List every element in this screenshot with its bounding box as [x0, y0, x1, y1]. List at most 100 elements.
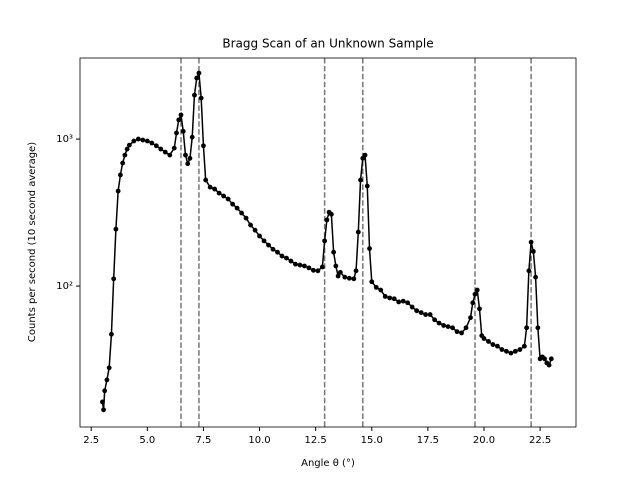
- data-point: [302, 263, 307, 269]
- data-point: [196, 70, 202, 76]
- data-point: [270, 246, 276, 252]
- data-point: [324, 217, 330, 223]
- data-point: [201, 143, 206, 149]
- data-point: [288, 258, 294, 264]
- data-point: [234, 205, 240, 211]
- data-point: [167, 152, 173, 158]
- data-point: [207, 184, 213, 190]
- data-point: [203, 177, 209, 183]
- data-point: [239, 210, 244, 216]
- data-point: [445, 324, 451, 330]
- data-point: [102, 388, 108, 394]
- data-point: [367, 246, 372, 251]
- data-point: [100, 399, 105, 405]
- data-point: [261, 238, 267, 244]
- data-point: [120, 160, 126, 166]
- data-point: [337, 269, 343, 275]
- data-point: [140, 137, 146, 143]
- data-point: [414, 308, 420, 314]
- data-point: [499, 347, 505, 352]
- data-point: [315, 268, 321, 274]
- data-point: [104, 377, 110, 383]
- data-point: [144, 138, 150, 144]
- data-point: [490, 342, 496, 347]
- data-point: [122, 152, 128, 158]
- data-point: [486, 339, 491, 344]
- data-point: [472, 291, 478, 297]
- data-point: [542, 356, 547, 362]
- data-point: [396, 299, 402, 305]
- data-point: [351, 276, 357, 282]
- data-point: [192, 92, 197, 98]
- data-point: [225, 196, 231, 202]
- data-point: [535, 325, 541, 331]
- data-point: [481, 336, 487, 341]
- data-point: [441, 323, 446, 328]
- data-point: [126, 142, 132, 148]
- data-point: [364, 183, 370, 189]
- plot-frame: [79, 57, 577, 428]
- data-point: [333, 263, 339, 269]
- data-point: [362, 152, 368, 158]
- data-point: [113, 226, 119, 232]
- data-point: [470, 300, 476, 306]
- data-point: [548, 356, 554, 362]
- data-point: [266, 242, 271, 248]
- data-point: [427, 312, 433, 317]
- y-axis-label: Counts per second (10 second average): [27, 142, 38, 342]
- data-point: [106, 365, 112, 371]
- data-point: [284, 255, 289, 261]
- data-point: [517, 347, 523, 352]
- data-point: [328, 211, 334, 217]
- data-point: [171, 145, 177, 151]
- y-tick-label: 10³: [56, 134, 73, 145]
- data-point: [463, 325, 469, 331]
- data-point: [391, 296, 397, 302]
- data-point: [530, 249, 536, 254]
- x-tick-label: 12.5: [305, 435, 327, 446]
- data-point: [521, 343, 527, 349]
- data-point: [178, 112, 184, 118]
- data-point: [180, 128, 186, 134]
- data-point: [546, 362, 552, 368]
- data-point: [109, 331, 114, 337]
- x-tick-label: 2.5: [83, 435, 99, 446]
- data-point: [418, 310, 424, 316]
- x-tick-label: 20.0: [473, 435, 495, 446]
- data-point: [230, 201, 236, 207]
- data-point: [252, 227, 258, 233]
- y-tick-label: 10²: [56, 281, 73, 292]
- data-point: [212, 186, 218, 192]
- data-point: [275, 249, 280, 255]
- x-tick-label: 10.0: [248, 435, 270, 446]
- data-point: [526, 268, 532, 274]
- data-point: [174, 130, 179, 136]
- data-point: [189, 134, 195, 140]
- data-point: [131, 138, 137, 144]
- x-tick-label: 15.0: [361, 435, 383, 446]
- x-tick-label: 7.5: [195, 435, 211, 446]
- data-point: [162, 149, 168, 155]
- data-point: [248, 222, 253, 228]
- x-tick-label: 17.5: [417, 435, 439, 446]
- data-point: [495, 343, 500, 349]
- data-point: [423, 312, 429, 317]
- x-tick-label: 22.5: [529, 435, 551, 446]
- data-point: [508, 350, 514, 356]
- data-point: [382, 294, 388, 299]
- data-point: [115, 188, 121, 194]
- data-point: [331, 249, 337, 255]
- data-point: [124, 146, 130, 152]
- data-point: [221, 193, 227, 199]
- data-point: [311, 267, 316, 273]
- data-point: [319, 264, 325, 270]
- data-point: [369, 279, 375, 285]
- data-point: [149, 140, 155, 146]
- x-tick-label: 5.0: [139, 435, 155, 446]
- data-point: [477, 306, 482, 312]
- data-point: [279, 253, 285, 259]
- data-point: [378, 287, 384, 293]
- data-point: [153, 143, 159, 149]
- data-point: [194, 75, 200, 81]
